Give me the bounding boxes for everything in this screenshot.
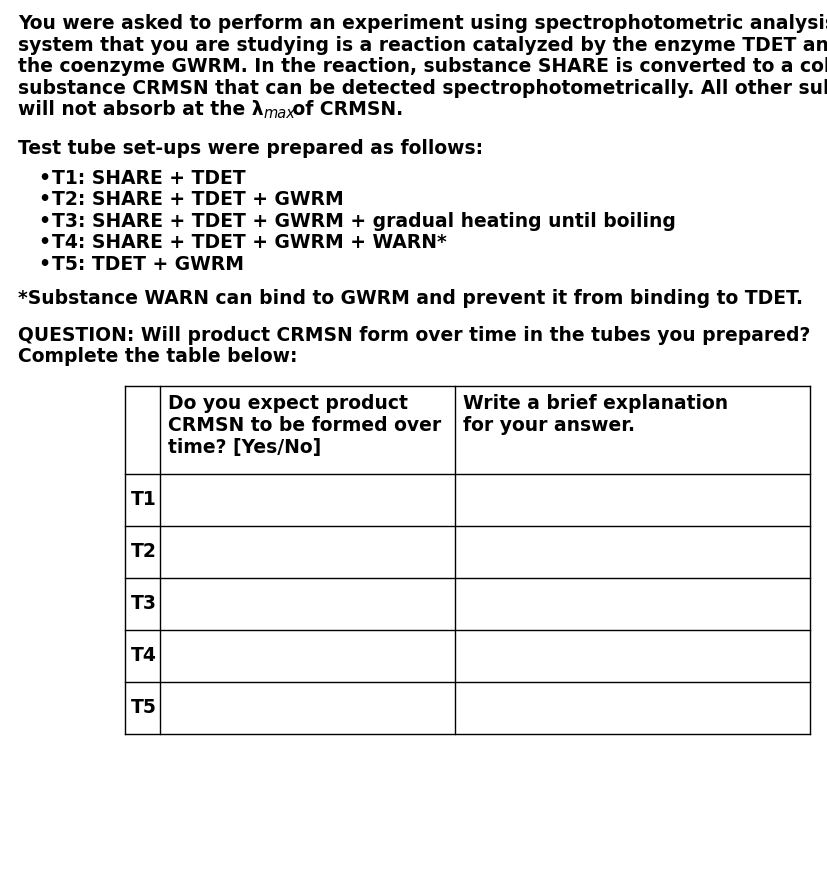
Text: T1: T1 [131, 491, 156, 510]
Text: the coenzyme GWRM. In the reaction, substance SHARE is converted to a colored: the coenzyme GWRM. In the reaction, subs… [18, 57, 827, 76]
Text: T5: TDET + GWRM: T5: TDET + GWRM [52, 255, 244, 274]
Text: •: • [38, 255, 50, 274]
Text: Complete the table below:: Complete the table below: [18, 347, 297, 366]
Text: max: max [263, 105, 295, 121]
Text: CRMSN to be formed over: CRMSN to be formed over [168, 416, 441, 435]
Text: QUESTION: Will product CRMSN form over time in the tubes you prepared?: QUESTION: Will product CRMSN form over t… [18, 326, 810, 345]
Text: Do you expect product: Do you expect product [168, 394, 408, 413]
Text: •: • [38, 233, 50, 252]
Text: T3: SHARE + TDET + GWRM + gradual heating until boiling: T3: SHARE + TDET + GWRM + gradual heatin… [52, 212, 675, 230]
Text: T3: T3 [131, 595, 157, 613]
Text: T2: SHARE + TDET + GWRM: T2: SHARE + TDET + GWRM [52, 190, 343, 209]
Text: •: • [38, 212, 50, 230]
Text: *Substance WARN can bind to GWRM and prevent it from binding to TDET.: *Substance WARN can bind to GWRM and pre… [18, 289, 802, 308]
Text: •: • [38, 190, 50, 209]
Text: Test tube set-ups were prepared as follows:: Test tube set-ups were prepared as follo… [18, 138, 482, 158]
Text: T5: T5 [131, 698, 156, 717]
Text: Write a brief explanation: Write a brief explanation [462, 394, 727, 413]
Text: T1: SHARE + TDET: T1: SHARE + TDET [52, 169, 246, 187]
Text: You were asked to perform an experiment using spectrophotometric analysis. The: You were asked to perform an experiment … [18, 14, 827, 33]
Text: system that you are studying is a reaction catalyzed by the enzyme TDET and requ: system that you are studying is a reacti… [18, 36, 827, 54]
Text: for your answer.: for your answer. [462, 416, 634, 435]
Text: will not absorb at the λ: will not absorb at the λ [18, 100, 263, 119]
Text: will not absorb at the λ: will not absorb at the λ [18, 100, 263, 119]
Text: T2: T2 [131, 542, 156, 562]
Text: T4: T4 [131, 646, 156, 666]
Text: time? [Yes/No]: time? [Yes/No] [168, 438, 321, 457]
Text: T4: SHARE + TDET + GWRM + WARN*: T4: SHARE + TDET + GWRM + WARN* [52, 233, 447, 252]
Text: •: • [38, 169, 50, 187]
Text: substance CRMSN that can be detected spectrophotometrically. All other substance: substance CRMSN that can be detected spe… [18, 79, 827, 97]
Text: of CRMSN.: of CRMSN. [285, 100, 402, 119]
